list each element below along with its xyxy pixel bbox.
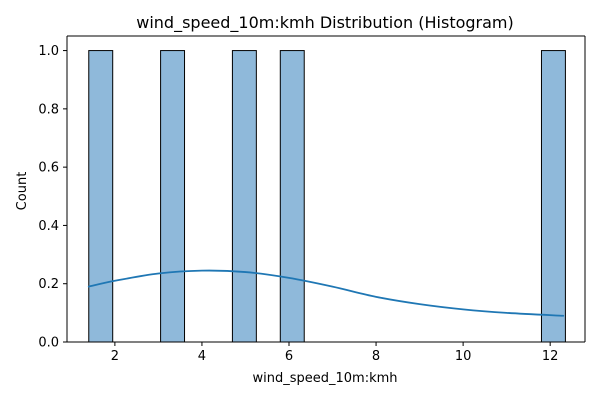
y-tick-label-0.0: 0.0 <box>38 336 59 351</box>
y-tick-label-0.8: 0.8 <box>38 102 59 117</box>
y-tick-label-0.6: 0.6 <box>38 161 59 176</box>
histogram-bar-5 <box>540 50 566 343</box>
histogram-bar-3 <box>231 50 257 343</box>
y-axis-label: Count <box>15 172 30 211</box>
x-tick-label-6: 6 <box>285 349 293 364</box>
y-tick-label-0.4: 0.4 <box>38 219 59 234</box>
histogram-bar-1 <box>88 50 114 343</box>
kde-density-line <box>87 269 565 317</box>
y-tick-label-0.2: 0.2 <box>38 277 59 292</box>
x-tick-label-8: 8 <box>372 349 380 364</box>
histogram-bar-2 <box>160 50 186 343</box>
chart-title: wind_speed_10m:kmh Distribution (Histogr… <box>136 13 514 33</box>
x-tick-label-4: 4 <box>198 349 206 364</box>
histogram-bar-4 <box>279 50 305 343</box>
y-tick-label-1.0: 1.0 <box>38 44 59 59</box>
x-tick-label-2: 2 <box>111 349 119 364</box>
x-tick-label-12: 12 <box>542 349 559 364</box>
x-axis-label: wind_speed_10m:kmh <box>252 371 397 386</box>
plot-area: 2 4 6 8 10 12 0.0 0.2 0.4 0.6 0.8 1.0 <box>38 35 586 364</box>
x-tick-label-10: 10 <box>455 349 472 364</box>
